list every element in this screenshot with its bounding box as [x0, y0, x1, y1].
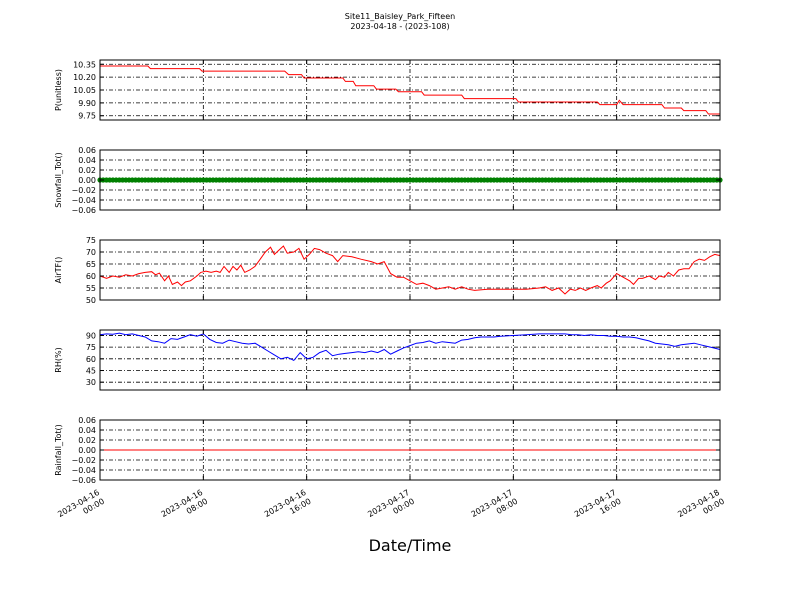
ytick-label-3-2: 60 — [86, 355, 96, 364]
ytick-label-4-1: −0.04 — [71, 466, 96, 475]
panel-frame-4 — [99, 419, 721, 481]
ytick-label-1-1: −0.04 — [71, 196, 96, 205]
panels-group: 9.759.9010.0510.2010.35P(unitless)−0.06−… — [54, 59, 723, 485]
panel-frame-2 — [99, 239, 721, 301]
ytick-label-0-0: 9.75 — [78, 112, 96, 121]
ytick-label-1-3: 0.00 — [78, 176, 96, 185]
panel-2: 50 55 60 65 70 75 AirTF() — [54, 236, 721, 305]
panel-1: −0.06−0.04−0.020.000.020.040.06 Snowfall_… — [54, 146, 723, 215]
panel-4: −0.06−0.04−0.020.000.020.040.06 Rainfall_… — [54, 416, 721, 485]
panel-0: 9.75 9.90 10.05 10.20 10.35 P(unitless) — [54, 59, 721, 121]
series-line-0-0 — [100, 65, 720, 115]
y-axis-label-3: RH(%) — [54, 347, 63, 372]
ytick-label-4-4: 0.02 — [78, 436, 96, 445]
ytick-label-3-1: 45 — [86, 367, 96, 376]
series-line-3-0 — [99, 332, 721, 362]
panel-frame-0 — [99, 59, 721, 121]
ytick-label-4-5: 0.04 — [78, 426, 96, 435]
y-axis-label-1: Snowfall_Tot() — [54, 152, 63, 208]
figure-title-line1: Site11_Baisley_Park_Fifteen — [345, 12, 455, 21]
series-line-2-0 — [99, 245, 721, 295]
ytick-label-1-2: −0.02 — [71, 186, 96, 195]
ytick-label-1-5: 0.04 — [78, 156, 96, 165]
ytick-label-1-0: −0.06 — [71, 206, 96, 215]
ytick-label-3-0: 30 — [86, 378, 96, 387]
ytick-label-2-0: 50 — [86, 296, 96, 305]
ytick-label-4-3: 0.00 — [78, 446, 96, 455]
ytick-label-0-1: 9.90 — [78, 99, 96, 108]
y-axis-label-2: AirTF() — [54, 257, 63, 284]
ytick-label-0-2: 10.05 — [73, 86, 96, 95]
series-1-0 — [97, 177, 723, 183]
ytick-label-1-6: 0.06 — [78, 146, 96, 155]
ytick-label-2-3: 65 — [86, 260, 96, 269]
ytick-label-4-0: −0.06 — [71, 476, 96, 485]
ytick-label-4-2: −0.02 — [71, 456, 96, 465]
ytick-label-2-4: 70 — [86, 248, 96, 257]
y-axis-label-4: Rainfall_Tot() — [54, 424, 63, 476]
ytick-label-3-3: 75 — [86, 343, 96, 352]
ytick-label-2-2: 60 — [86, 272, 96, 281]
panel-3: 30 45 60 75 90 RH(%) — [54, 329, 721, 391]
ytick-label-4-6: 0.06 — [78, 416, 96, 425]
ytick-label-3-4: 90 — [86, 331, 96, 340]
ytick-label-2-1: 55 — [86, 284, 96, 293]
ytick-label-0-3: 10.20 — [73, 73, 96, 82]
figure-title-line2: 2023-04-18 - (2023-108) — [350, 22, 449, 31]
x-axis-label: Date/Time — [369, 536, 452, 555]
panel-frame-3 — [99, 329, 721, 391]
y-axis-label-0: P(unitless) — [54, 69, 63, 111]
panel-frame-1 — [99, 149, 721, 211]
ytick-label-1-4: 0.02 — [78, 166, 96, 175]
ytick-label-0-4: 10.35 — [73, 60, 96, 69]
ytick-label-2-5: 75 — [86, 236, 96, 245]
